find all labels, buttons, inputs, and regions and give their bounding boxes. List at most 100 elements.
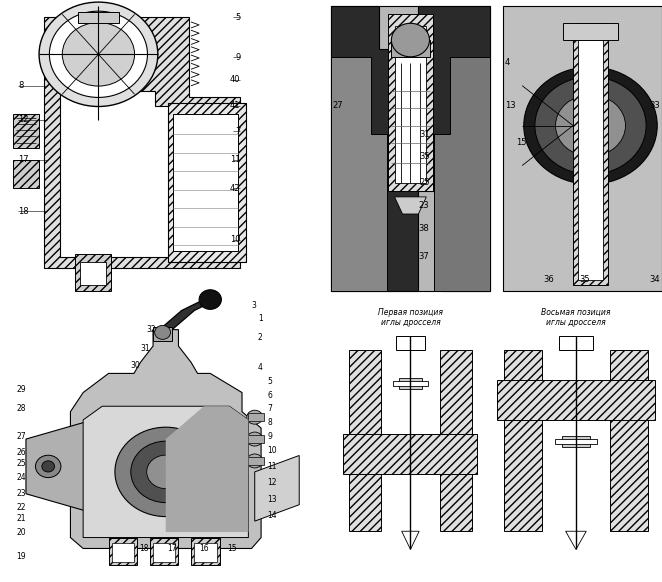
Bar	[555, 439, 596, 444]
Text: 31: 31	[140, 345, 150, 353]
Text: 29: 29	[17, 385, 26, 395]
Text: 37: 37	[419, 252, 430, 261]
Circle shape	[535, 77, 646, 175]
Text: 8: 8	[267, 418, 272, 427]
Text: 1: 1	[258, 314, 263, 323]
Text: 35: 35	[419, 152, 430, 161]
Bar	[496, 379, 655, 420]
Bar	[153, 543, 175, 562]
Bar	[559, 336, 593, 350]
Bar	[399, 378, 422, 389]
Text: 42: 42	[230, 184, 240, 193]
Text: 36: 36	[543, 275, 553, 284]
Text: 15: 15	[516, 138, 526, 147]
Text: 10: 10	[230, 235, 240, 244]
Text: 28: 28	[17, 404, 26, 413]
Circle shape	[575, 112, 606, 140]
Circle shape	[247, 432, 263, 446]
Bar	[75, 254, 111, 291]
Bar	[13, 114, 39, 148]
Text: 16: 16	[199, 544, 209, 553]
Text: 12: 12	[267, 478, 277, 487]
Polygon shape	[395, 197, 426, 214]
Polygon shape	[83, 406, 248, 538]
Polygon shape	[565, 531, 587, 549]
Text: 25: 25	[419, 178, 430, 187]
Bar	[573, 23, 608, 285]
Text: 23: 23	[419, 201, 430, 210]
Circle shape	[199, 290, 221, 310]
Bar	[153, 327, 172, 340]
Text: 34: 34	[650, 275, 661, 284]
Bar	[350, 350, 381, 531]
Polygon shape	[166, 406, 248, 532]
Circle shape	[391, 23, 430, 57]
Polygon shape	[44, 17, 240, 268]
Circle shape	[50, 11, 148, 97]
Polygon shape	[153, 300, 216, 335]
Text: 21: 21	[17, 514, 26, 523]
Text: 23: 23	[17, 489, 26, 498]
Polygon shape	[255, 456, 299, 521]
Text: 15: 15	[228, 544, 237, 553]
Bar	[13, 160, 39, 189]
Polygon shape	[26, 423, 89, 510]
Text: 2: 2	[258, 333, 263, 342]
Polygon shape	[168, 103, 246, 262]
Text: 13: 13	[504, 101, 515, 110]
Circle shape	[247, 410, 263, 424]
Text: 18: 18	[139, 544, 148, 553]
Bar	[440, 350, 471, 531]
Polygon shape	[402, 531, 419, 549]
Text: 9: 9	[235, 52, 240, 62]
Text: 4: 4	[504, 58, 510, 68]
Circle shape	[131, 441, 201, 503]
Text: 19: 19	[17, 552, 26, 561]
Text: 25: 25	[17, 459, 26, 468]
Bar	[112, 543, 134, 562]
Text: 22: 22	[17, 503, 26, 512]
Text: 17: 17	[19, 155, 29, 164]
Bar	[80, 262, 106, 285]
Text: 20: 20	[17, 527, 26, 537]
Polygon shape	[331, 57, 387, 291]
Text: 12: 12	[19, 115, 29, 125]
Text: 38: 38	[419, 223, 430, 233]
Bar	[173, 114, 238, 251]
Bar	[150, 538, 179, 565]
Text: 5: 5	[267, 377, 272, 386]
Text: 11: 11	[267, 462, 277, 471]
Text: 7: 7	[267, 404, 272, 413]
Text: 9: 9	[267, 432, 272, 441]
Bar	[195, 543, 216, 562]
Polygon shape	[331, 6, 490, 291]
Text: 33: 33	[649, 101, 661, 110]
Bar	[248, 413, 264, 421]
Circle shape	[42, 461, 54, 472]
Polygon shape	[70, 329, 261, 548]
Circle shape	[147, 455, 185, 489]
Bar	[248, 457, 264, 465]
Text: 35: 35	[579, 275, 590, 284]
Text: 30: 30	[130, 361, 140, 370]
Circle shape	[39, 2, 158, 107]
Text: 31: 31	[419, 130, 430, 139]
Text: 7: 7	[235, 127, 240, 136]
Polygon shape	[503, 6, 662, 291]
Text: 4: 4	[258, 363, 263, 372]
Circle shape	[62, 23, 134, 86]
Bar	[563, 23, 618, 40]
Text: 3: 3	[252, 300, 256, 310]
Bar	[344, 434, 477, 474]
Text: Первая позиция
иглы дросселя: Первая позиция иглы дросселя	[378, 308, 443, 327]
Text: 6: 6	[267, 391, 272, 400]
Text: 41: 41	[230, 101, 240, 110]
Text: 10: 10	[267, 445, 277, 455]
Bar	[562, 436, 590, 447]
Circle shape	[115, 427, 216, 517]
Text: 24: 24	[17, 473, 26, 482]
Text: 14: 14	[267, 511, 277, 520]
Text: Восьмая позиция
иглы дросселя: Восьмая позиция иглы дросселя	[542, 308, 610, 327]
Text: 27: 27	[17, 432, 26, 441]
Circle shape	[555, 95, 626, 157]
